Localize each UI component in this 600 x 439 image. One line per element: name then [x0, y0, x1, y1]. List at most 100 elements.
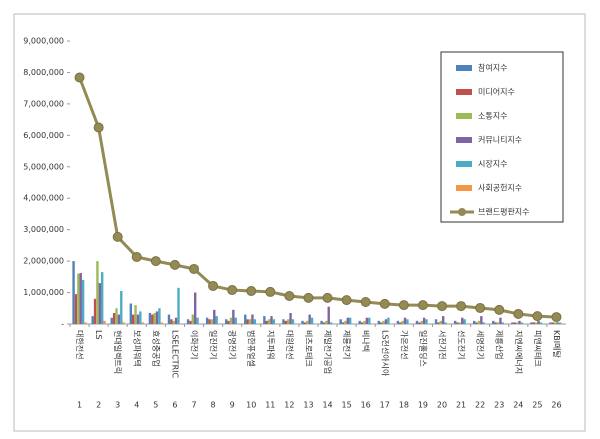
- bar: [518, 320, 521, 324]
- bar: [136, 314, 140, 324]
- line-marker: [322, 292, 333, 303]
- y-tick-label: 9,000,000: [23, 37, 64, 46]
- rank-label: 22: [475, 401, 485, 410]
- legend-marker: [458, 208, 466, 216]
- bar: [189, 320, 192, 324]
- line-marker: [303, 292, 314, 303]
- x-tick-label: 가온전선: [399, 330, 409, 359]
- bar: [213, 309, 216, 324]
- bar: [473, 320, 476, 324]
- rank-label: 10: [246, 401, 256, 410]
- bar: [308, 314, 311, 324]
- bar: [234, 317, 237, 324]
- x-tick-label: 제룡전기: [342, 330, 352, 359]
- x-tick-label: 서전기전: [438, 330, 448, 359]
- bar: [267, 319, 271, 324]
- bar: [477, 320, 481, 324]
- bar: [532, 322, 535, 324]
- line-marker: [150, 256, 161, 267]
- bar: [322, 322, 326, 324]
- rank-label: 16: [361, 401, 371, 410]
- line-marker: [379, 298, 390, 309]
- bar: [96, 261, 99, 324]
- bar: [320, 320, 323, 324]
- rank-label: 11: [265, 401, 275, 410]
- bar: [158, 308, 161, 324]
- bar: [535, 322, 538, 324]
- bar: [480, 316, 483, 324]
- bar: [434, 319, 438, 324]
- bar: [81, 279, 85, 324]
- y-tick-label: 3,000,000: [23, 225, 64, 234]
- bar: [291, 319, 295, 324]
- bar: [263, 316, 266, 324]
- bar: [101, 272, 104, 324]
- x-tick-label: LSELECTRIC: [170, 330, 179, 378]
- bar: [186, 319, 190, 324]
- rank-label: 3: [115, 401, 120, 410]
- bar: [511, 322, 514, 324]
- bar: [167, 314, 171, 324]
- x-tick-label: 지엔씨에너지: [514, 330, 524, 374]
- line-marker: [112, 231, 123, 242]
- bar: [282, 319, 285, 324]
- x-tick-label: 선도전기: [457, 330, 467, 359]
- bar: [444, 322, 447, 324]
- bar: [301, 320, 304, 324]
- bar: [329, 322, 333, 324]
- legend-swatch: [456, 113, 472, 119]
- bar: [139, 311, 142, 324]
- bar: [112, 312, 116, 324]
- rank-label: 18: [399, 401, 409, 410]
- line-marker: [189, 263, 199, 274]
- bar: [265, 320, 268, 324]
- rank-label: 26: [551, 401, 561, 410]
- bar: [79, 273, 82, 324]
- bar: [358, 320, 361, 324]
- line-marker: [169, 259, 180, 270]
- bar: [141, 322, 144, 324]
- bar: [496, 322, 500, 324]
- bar: [270, 316, 273, 324]
- bar: [132, 314, 135, 324]
- line-marker: [284, 291, 295, 302]
- x-tick-label: 비나텍: [361, 330, 371, 352]
- y-tick-label: 4,000,000: [23, 194, 64, 203]
- bar: [103, 320, 106, 324]
- bar: [463, 319, 466, 324]
- line-marker: [265, 286, 276, 297]
- bar: [129, 303, 132, 324]
- bar: [151, 314, 154, 324]
- bar: [325, 320, 328, 324]
- bar: [91, 316, 94, 324]
- line-marker: [246, 285, 257, 296]
- bar: [232, 309, 235, 324]
- line-marker: [74, 72, 85, 83]
- rank-label: 14: [322, 401, 332, 410]
- bar: [160, 322, 163, 324]
- x-tick-label: 효성중공업: [151, 330, 160, 367]
- bar: [494, 322, 497, 324]
- bar: [396, 320, 400, 324]
- bar: [420, 320, 423, 324]
- rank-label: 24: [513, 401, 523, 410]
- bar: [513, 322, 516, 324]
- bar: [558, 322, 562, 324]
- x-tick-label: 일진홀딩스: [418, 330, 428, 367]
- bar: [403, 317, 407, 324]
- line-marker: [208, 280, 219, 291]
- bar: [210, 319, 214, 324]
- bar: [515, 322, 519, 324]
- bar: [227, 320, 230, 324]
- bar: [327, 306, 330, 324]
- bar: [382, 320, 385, 324]
- bar: [303, 322, 307, 324]
- bar: [492, 320, 495, 324]
- bar: [339, 319, 342, 324]
- bar: [363, 320, 366, 324]
- rank-label: 12: [284, 401, 294, 410]
- rank-label: 5: [153, 401, 158, 410]
- bar: [365, 317, 369, 324]
- x-tick-label: 대원전선: [285, 330, 295, 359]
- x-tick-label: 지투파워: [266, 330, 275, 359]
